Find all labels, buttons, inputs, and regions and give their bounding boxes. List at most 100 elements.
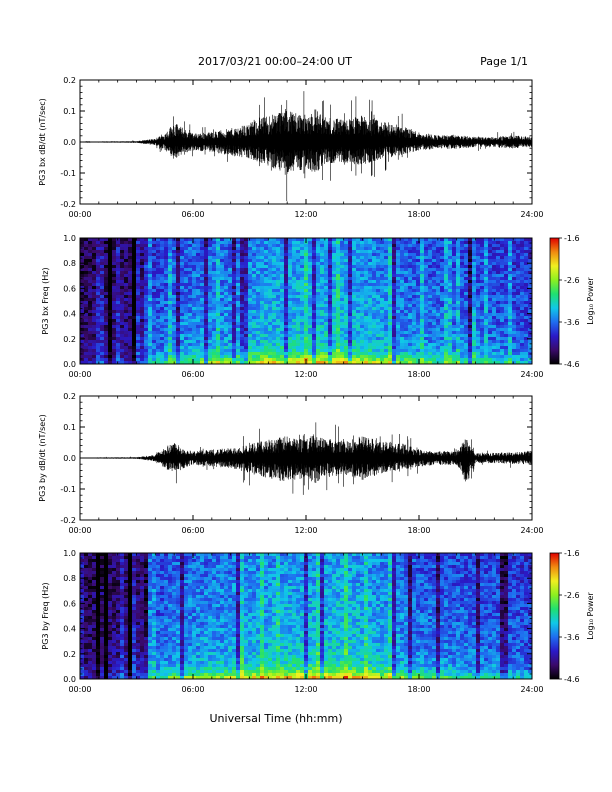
spectrogram-cell — [520, 340, 525, 344]
spectrogram-cell — [204, 238, 209, 242]
spectrogram-cell — [500, 262, 505, 266]
spectrogram-cell — [504, 250, 509, 254]
spectrogram-cell — [468, 301, 473, 305]
spectrogram-cell — [180, 334, 185, 338]
spectrogram-cell — [508, 358, 513, 362]
spectrogram-cell — [336, 355, 341, 359]
spectrogram-cell — [340, 307, 345, 311]
spectrogram-cell — [236, 244, 241, 248]
spectrogram-cell — [244, 250, 249, 254]
spectrogram-cell — [228, 310, 233, 314]
spectrogram-cell — [496, 310, 501, 314]
spectrogram-cell — [404, 238, 409, 242]
spectrogram-cell — [448, 283, 453, 287]
spectrogram-cell — [500, 277, 505, 281]
spectrogram-cell — [384, 292, 389, 296]
spectrogram-cell — [148, 310, 153, 314]
spectrogram-cell — [216, 244, 221, 248]
spectrogram-cell — [84, 283, 89, 287]
spectrogram-cell — [300, 256, 305, 260]
spectrogram-cell — [432, 298, 437, 302]
spectrogram-cell — [108, 349, 113, 353]
spectrogram-cell — [196, 325, 201, 329]
spectrogram-cell — [256, 295, 261, 299]
spectrogram-cell — [308, 334, 313, 338]
spectrogram-cell — [352, 292, 357, 296]
spectrogram-cell — [172, 283, 177, 287]
spectrogram-cell — [496, 262, 501, 266]
spectrogram-cell — [360, 340, 365, 344]
spectrogram-cell — [180, 292, 185, 296]
spectrogram-cell — [392, 277, 397, 281]
spectrogram-cell — [252, 352, 257, 356]
spectrogram-cell — [496, 283, 501, 287]
spectrogram-cell — [468, 238, 473, 242]
spectrogram-cell — [204, 295, 209, 299]
spectrogram-cell — [464, 259, 469, 263]
spectrogram-cell — [172, 262, 177, 266]
spectrogram-cell — [412, 358, 417, 362]
spectrogram-cell — [368, 298, 373, 302]
spectrogram-cell — [492, 337, 497, 341]
spectrogram-cell — [516, 277, 521, 281]
spectrogram-cell — [260, 361, 265, 365]
spectrogram-cell — [228, 346, 233, 350]
spectrogram-cell — [220, 262, 225, 266]
spectrogram-cell — [100, 259, 105, 263]
spectrogram-cell — [480, 343, 485, 347]
spectrogram-cell — [324, 247, 329, 251]
spectrogram-cell — [452, 340, 457, 344]
spectrogram-cell — [128, 247, 133, 251]
spectrogram-cell — [292, 253, 297, 257]
spectrogram-cell — [196, 274, 201, 278]
spectrogram-cell — [392, 313, 397, 317]
spectrogram-cell — [464, 334, 469, 338]
spectrogram-cell — [420, 355, 425, 359]
spectrogram-cell — [428, 346, 433, 350]
spectrogram-cell — [356, 280, 361, 284]
spectrogram-cell — [412, 325, 417, 329]
spectrogram-cell — [88, 277, 93, 281]
spectrogram-cell — [336, 334, 341, 338]
spectrogram-cell — [228, 352, 233, 356]
spectrogram-cell — [312, 271, 317, 275]
spectrogram-cell — [348, 334, 353, 338]
y-tick-label: 0.0 — [63, 138, 76, 147]
spectrogram-cell — [456, 316, 461, 320]
spectrogram-cell — [412, 337, 417, 341]
spectrogram-cell — [428, 304, 433, 308]
spectrogram-cell — [456, 250, 461, 254]
spectrogram-cell — [96, 238, 101, 242]
spectrogram-cell — [388, 307, 393, 311]
spectrogram-cell — [492, 244, 497, 248]
spectrogram-cell — [160, 334, 165, 338]
spectrogram-cell — [376, 295, 381, 299]
spectrogram-cell — [304, 271, 309, 275]
spectrogram-cell — [192, 334, 197, 338]
spectrogram-cell — [292, 277, 297, 281]
spectrogram-cell — [232, 328, 237, 332]
spectrogram-cell — [184, 244, 189, 248]
spectrogram-cell — [264, 328, 269, 332]
spectrogram-cell — [440, 289, 445, 293]
spectrogram-cell — [276, 352, 281, 356]
spectrogram-cell — [488, 331, 493, 335]
spectrogram-cell — [436, 247, 441, 251]
spectrogram-cell — [420, 277, 425, 281]
spectrogram-cell — [496, 316, 501, 320]
spectrogram-cell — [184, 295, 189, 299]
spectrogram-cell — [376, 280, 381, 284]
spectrogram-cell — [92, 337, 97, 341]
spectrogram-cell — [120, 295, 125, 299]
spectrogram-cell — [108, 304, 113, 308]
spectrogram-cell — [312, 337, 317, 341]
spectrogram-cell — [112, 274, 117, 278]
spectrogram-cell — [472, 253, 477, 257]
x-tick-label: 00:00 — [68, 370, 91, 379]
spectrogram-cell — [436, 349, 441, 353]
spectrogram-cell — [216, 289, 221, 293]
spectrogram-cell — [216, 295, 221, 299]
spectrogram-cell — [344, 328, 349, 332]
spectrogram-cell — [456, 256, 461, 260]
spectrogram-cell — [348, 301, 353, 305]
